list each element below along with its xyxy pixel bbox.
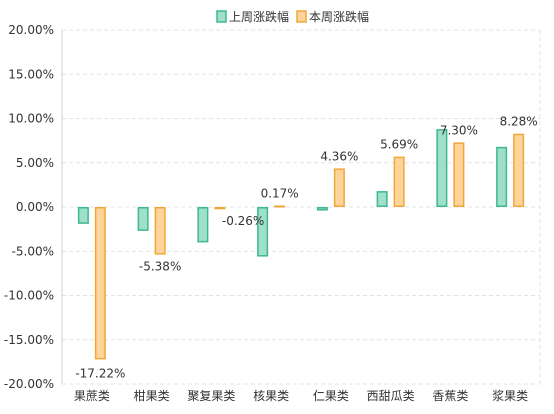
y-tick-label: 15.00% — [8, 67, 54, 81]
bar-this-week — [453, 142, 465, 208]
bar-last-week — [257, 207, 269, 257]
x-tick-label: 核果类 — [253, 389, 289, 403]
bars — [77, 129, 525, 360]
y-tick-label: 5.00% — [16, 156, 54, 170]
data-labels: -17.22% -5.38% -0.26% 0.17% 4.36% 5.69% 7.30% 8… — [75, 115, 537, 381]
data-label: 8.28% — [500, 115, 538, 129]
legend-label: 上周涨跌幅 — [229, 9, 289, 24]
bar-this-week — [393, 156, 405, 207]
x-tick-label: 果蔗类 — [74, 389, 110, 403]
data-label: -5.38% — [139, 260, 181, 274]
bar-last-week — [376, 191, 388, 208]
y-tick-label: 20.00% — [8, 23, 54, 37]
legend-swatch — [296, 10, 307, 23]
bar-this-week — [154, 207, 166, 255]
y-tick-label: 0.00% — [16, 200, 54, 214]
x-tick-label: 浆果类 — [492, 388, 528, 403]
bar-last-week — [77, 207, 89, 224]
legend-swatch — [216, 10, 227, 23]
grid-lines — [62, 29, 541, 385]
bar-last-week — [436, 129, 448, 207]
x-tick-label: 西甜瓜类 — [367, 389, 415, 403]
bar-this-week — [214, 207, 226, 210]
y-tick-label: -15.00% — [4, 333, 54, 347]
bar-last-week — [496, 146, 508, 208]
data-label: 0.17% — [261, 186, 299, 200]
y-tick-label: -20.00% — [4, 377, 54, 391]
data-label: -0.26% — [222, 214, 264, 228]
axes: 20.00% 15.00% 10.00% 5.00% 0.00% -5.00% -10.00… — [4, 23, 528, 403]
data-label: 5.69% — [380, 138, 418, 152]
bar-last-week — [316, 207, 328, 211]
bar-last-week — [137, 207, 149, 231]
legend: 上周涨跌幅 本周涨跌幅 — [216, 9, 369, 24]
x-tick-label: 仁果类 — [313, 389, 349, 403]
data-label: 7.30% — [440, 123, 478, 137]
bar-this-week — [513, 133, 525, 207]
bar-this-week — [274, 205, 286, 208]
bar-this-week — [94, 207, 106, 360]
bar-this-week — [333, 168, 345, 207]
data-label: -17.22% — [75, 366, 125, 380]
x-tick-label: 柑果类 — [134, 388, 170, 403]
x-tick-label: 香蕉类 — [432, 389, 468, 403]
y-tick-label: -5.00% — [12, 244, 54, 258]
data-label: 4.36% — [320, 149, 358, 163]
y-tick-label: -10.00% — [4, 289, 54, 303]
bar-last-week — [197, 207, 209, 243]
y-tick-label: 10.00% — [8, 112, 54, 126]
legend-label: 本周涨跌幅 — [309, 9, 369, 24]
x-tick-label: 聚复果类 — [187, 389, 235, 403]
